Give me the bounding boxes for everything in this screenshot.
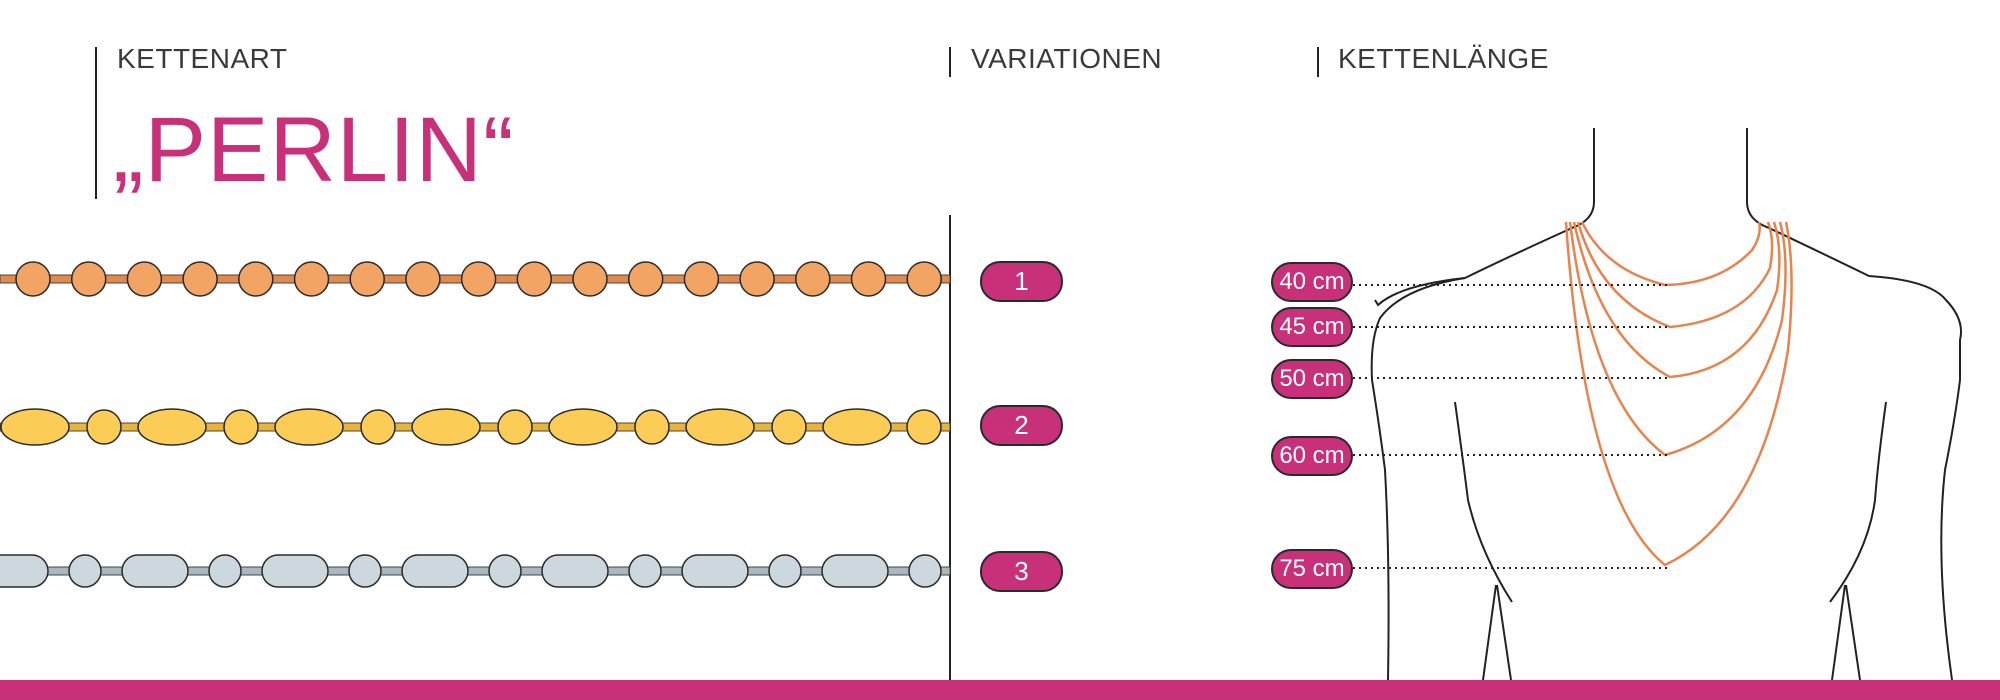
bead-round [208,554,242,588]
bead-round [182,261,218,297]
bead-round [488,554,522,588]
bead-round [771,409,807,445]
bead-rounded-rect [121,554,189,588]
bead-round [293,261,330,297]
bead-round [349,261,385,297]
length-badge-50: 50 cm [1271,359,1353,399]
bead-round [126,261,163,297]
bead-rounded-rect [681,554,749,588]
bead-rounded-rect [0,554,49,588]
bead-oval [411,408,481,446]
header-divider-chain-type [95,47,97,199]
bead-round [906,261,942,297]
bead-round [360,409,396,445]
bead-round [223,409,259,445]
necklace-60cm [1568,221,1787,457]
bead-rounded-rect [541,554,609,588]
length-leader-lines [1353,284,1668,569]
bead-round [906,409,942,445]
header-variations: VARIATIONEN [971,43,1163,74]
header-chain-length: KETTENLÄNGE [1338,43,1549,74]
chain-variation-3 [0,554,951,588]
chain-variation-2 [0,408,951,446]
length-badge-75: 75 cm [1271,549,1353,589]
necklace-45cm [1576,221,1774,329]
header-divider-variations [949,47,951,77]
bead-round [516,261,553,297]
header-chain-type: KETTENART [117,43,288,74]
bead-round [15,261,51,297]
bead-oval [822,408,892,446]
footer-bar [0,680,2000,700]
bead-oval [685,408,755,446]
necklace-50cm [1572,221,1781,379]
bead-oval [0,408,70,446]
header-divider-chain-length [1317,47,1319,77]
bead-round [238,261,274,297]
bead-round [348,554,382,588]
bead-round [683,261,720,297]
bead-rounded-rect [821,554,889,588]
bead-rounded-rect [261,554,329,588]
bead-round [768,554,802,588]
variation-badge-2: 2 [980,405,1063,446]
bead-round [739,261,775,297]
bust-outline [1370,128,1962,681]
bead-round [627,261,664,297]
necklace-75cm [1564,221,1793,567]
bead-round [795,261,831,297]
necklace-40cm [1580,221,1761,287]
chain-type-title: „PERLIN“ [113,99,515,201]
bead-round [86,409,122,445]
bead-round [572,261,608,297]
bead-oval [274,408,344,446]
variation-badge-3: 3 [980,551,1063,592]
bead-round [497,409,533,445]
bead-round [628,554,662,588]
bead-round [634,409,670,445]
length-badge-40: 40 cm [1271,262,1353,302]
bead-oval [548,408,618,446]
chain-variation-1 [0,261,951,297]
variation-badge-1: 1 [980,261,1063,302]
bead-round [908,554,942,588]
length-badge-60: 60 cm [1271,436,1353,476]
bead-round [68,554,102,588]
length-badge-45: 45 cm [1271,307,1353,347]
bead-round [405,261,441,297]
bead-round [70,261,107,297]
bead-round [460,261,497,297]
necklace-lengths [1564,221,1793,567]
bead-oval [137,408,207,446]
bead-round [850,261,887,297]
bead-rounded-rect [401,554,469,588]
